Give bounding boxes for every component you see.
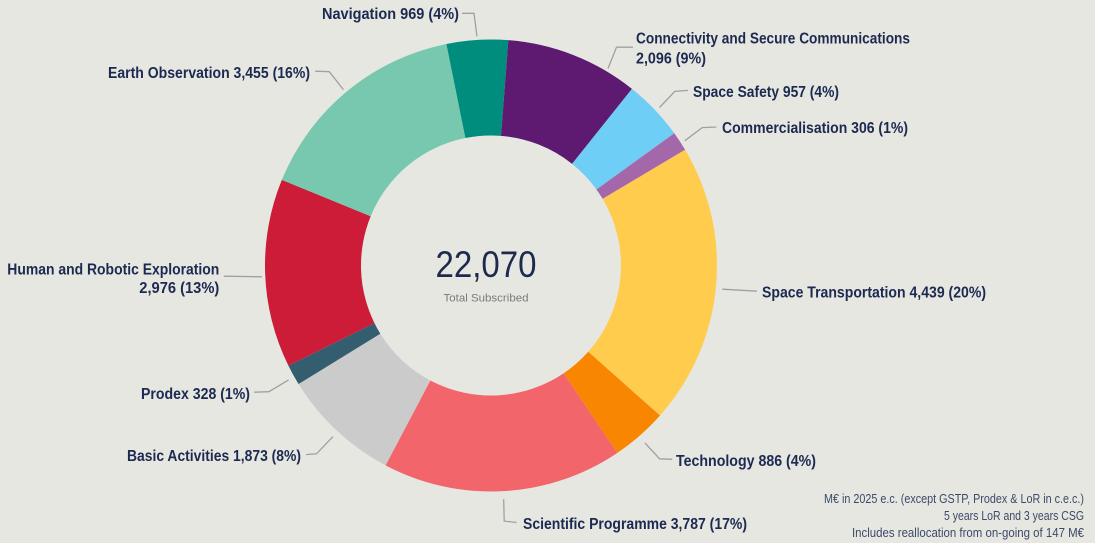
svg-text:M€ in 2025 e.c. (except GSTP,: M€ in 2025 e.c. (except GSTP, Prodex & L… [824,492,1084,506]
svg-text:2,976 (13%): 2,976 (13%) [139,280,219,297]
svg-text:Prodex 328 (1%): Prodex 328 (1%) [141,386,250,403]
svg-text:Human and Robotic Exploration: Human and Robotic Exploration [7,262,219,279]
svg-text:Technology 886 (4%): Technology 886 (4%) [676,453,816,470]
svg-text:2,096 (9%): 2,096 (9%) [636,51,706,68]
svg-text:Commercialisation 306 (1%): Commercialisation 306 (1%) [722,120,908,137]
svg-text:Navigation 969 (4%): Navigation 969 (4%) [322,6,459,23]
svg-text:Earth Observation 3,455 (16%): Earth Observation 3,455 (16%) [108,65,310,82]
svg-text:Space Safety 957 (4%): Space Safety 957 (4%) [693,84,839,101]
svg-text:5 years LoR and 3 years CSG: 5 years LoR and 3 years CSG [944,509,1084,523]
svg-text:Includes reallocation from on-: Includes reallocation from on-going of 1… [852,526,1084,540]
svg-text:Connectivity and Secure Commun: Connectivity and Secure Communications [636,31,910,48]
svg-text:Basic Activities 1,873 (8%): Basic Activities 1,873 (8%) [127,448,301,465]
svg-text:Space Transportation 4,439 (20: Space Transportation 4,439 (20%) [762,285,986,302]
svg-text:Scientific Programme 3,787 (17: Scientific Programme 3,787 (17%) [523,516,747,533]
svg-text:Total Subscribed: Total Subscribed [444,293,529,305]
svg-text:22,070: 22,070 [436,244,537,285]
